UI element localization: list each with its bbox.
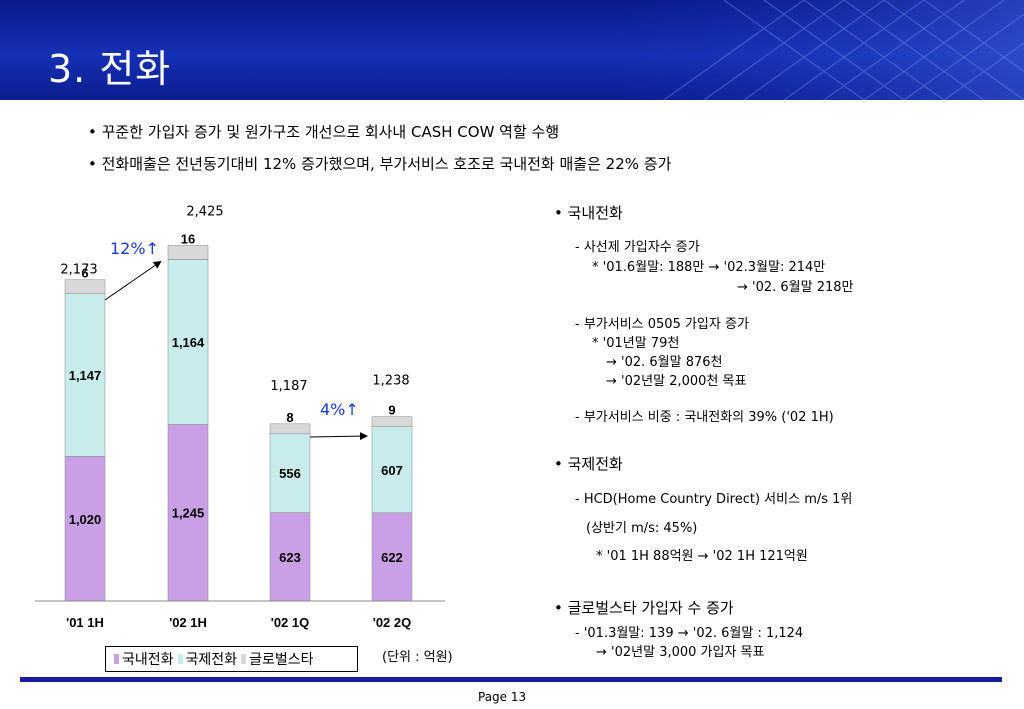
legend-label-domestic: 국내전화 (122, 652, 174, 668)
bullet-revenue-growth: • 전화매출은 전년동기대비 12% 증가했으며, 부가서비스 호조로 국내전화… (88, 155, 672, 173)
legend-swatch-globalstar (241, 654, 247, 664)
domestic-line: → '02. 6월말 876천 (606, 355, 723, 370)
segment-label: 6 (81, 266, 88, 281)
legend-label-globalstar: 글로벌스타 (249, 652, 314, 668)
bar-segment (269, 512, 311, 602)
bar-segment (64, 456, 106, 602)
bar-segment (371, 426, 413, 514)
bar-segment (167, 259, 209, 425)
bar-segment (371, 416, 413, 427)
international-line: - HCD(Home Country Direct) 서비스 m/s 1위 (575, 492, 853, 507)
legend-label-international: 국제전화 (185, 652, 238, 668)
total-label: 1,187 (270, 379, 307, 394)
growth-arrow-4 (309, 432, 368, 441)
bar-segment (269, 423, 311, 435)
segment-label: 1,164 (172, 335, 205, 350)
segment-label: 1,020 (69, 512, 102, 527)
domestic-line: → '02. 6월말 218만 (737, 280, 854, 295)
banner-pattern-icon (604, 0, 1024, 100)
segment-label: 1,245 (172, 506, 205, 521)
international-heading: • 국제전화 (554, 455, 623, 473)
page-number: Page 13 (478, 690, 527, 704)
bar-segment (64, 293, 106, 457)
x-tick-label: '02 1Q (271, 615, 310, 630)
segment-label: 16 (181, 231, 195, 246)
segment-label: 9 (388, 403, 395, 418)
bullet-cash-cow: • 꾸준한 가입자 증가 및 원가구조 개선으로 회사내 CASH COW 역할… (88, 123, 560, 141)
domestic-line: → '02년말 2,000천 목표 (606, 374, 747, 389)
footer-rule (20, 677, 1002, 682)
chart-legend: 국내전화 국제전화 글로벌스타 (105, 646, 358, 672)
total-label: 2,173 (60, 263, 97, 278)
growth-arrow-12 (104, 260, 162, 301)
unit-note: (단위 : 억원) (382, 650, 453, 665)
domestic-line: - 부가서비스 0505 가입자 증가 (575, 317, 749, 332)
domestic-line: - 사선제 가입자수 증가 (575, 240, 700, 255)
segment-label: 622 (381, 550, 403, 565)
domestic-line: * '01년말 79천 (592, 336, 680, 351)
growth-label-12: 12%↑ (110, 239, 159, 258)
segment-label: 556 (279, 466, 301, 481)
segment-label: 607 (381, 463, 403, 478)
title-banner (0, 0, 1024, 100)
total-label: 2,425 (186, 204, 223, 219)
growth-label-4: 4%↑ (320, 400, 359, 419)
x-tick-label: '01 1H (66, 615, 104, 630)
international-line: (상반기 m/s: 45%) (586, 521, 698, 536)
domestic-heading: • 국내전화 (554, 204, 623, 222)
page-title: 3. 전화 (48, 47, 172, 91)
bar-segment (167, 424, 209, 602)
domestic-line: * '01.6월말: 188만 → '02.3월말: 214만 (592, 260, 826, 275)
bar-segment (64, 279, 106, 294)
bar-segment (167, 245, 209, 260)
international-line: * '01 1H 88억원 → '02 1H 121억원 (596, 549, 808, 564)
legend-swatch-international (177, 654, 183, 664)
segment-label: 623 (279, 550, 301, 565)
segment-label: 1,147 (69, 368, 102, 383)
globalstar-heading: • 글로벌스타 가입자 수 증가 (554, 599, 734, 617)
domestic-line: - 부가서비스 비중 : 국내전화의 39% ('02 1H) (575, 410, 834, 425)
globalstar-line: → '02년말 3,000 가입자 목표 (596, 645, 765, 660)
legend-swatch-domestic (114, 654, 119, 664)
globalstar-line: - '01.3월말: 139 → '02. 6월말 : 1,124 (575, 626, 804, 641)
segment-label: 8 (286, 410, 293, 425)
total-label: 1,238 (372, 374, 409, 389)
x-tick-label: '02 2Q (373, 615, 412, 630)
bar-segment (371, 512, 413, 602)
x-tick-label: '02 1H (169, 615, 207, 630)
